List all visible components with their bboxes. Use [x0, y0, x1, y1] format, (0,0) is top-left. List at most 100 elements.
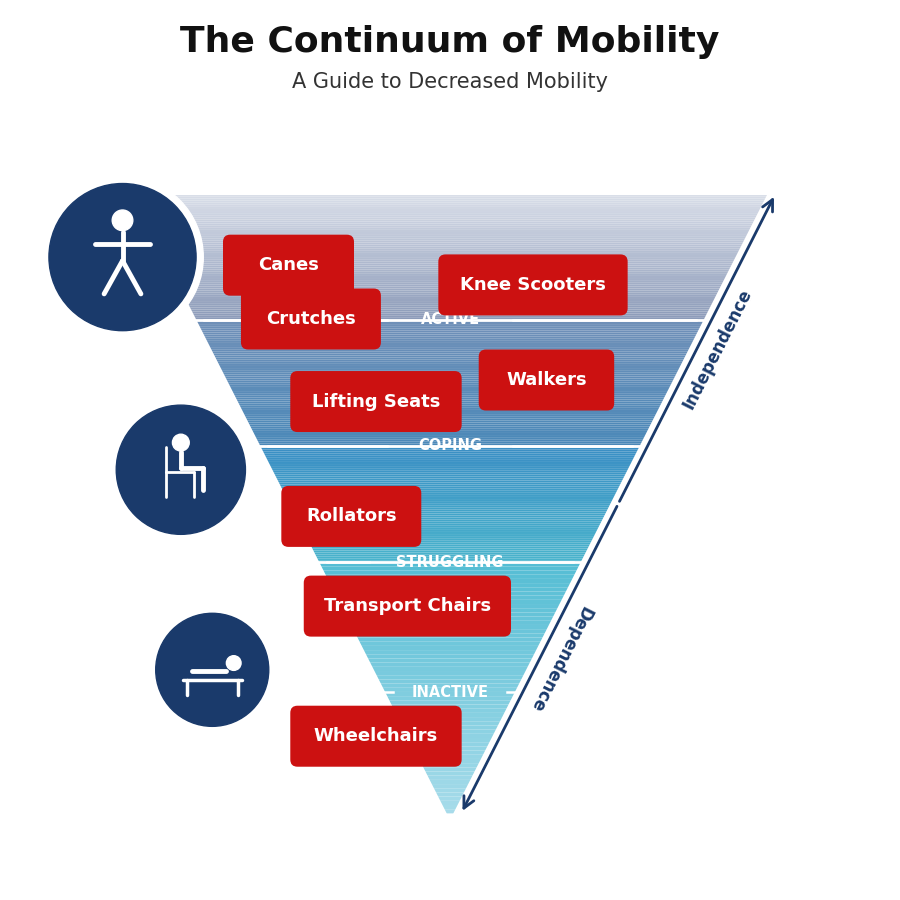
- Circle shape: [116, 405, 246, 535]
- Polygon shape: [194, 318, 706, 320]
- Polygon shape: [268, 463, 632, 465]
- Polygon shape: [250, 428, 650, 431]
- Text: Dependence: Dependence: [526, 603, 594, 715]
- Polygon shape: [180, 291, 720, 292]
- Polygon shape: [148, 226, 752, 228]
- Polygon shape: [314, 554, 586, 556]
- Polygon shape: [433, 788, 467, 792]
- Polygon shape: [382, 688, 518, 692]
- Circle shape: [41, 176, 203, 338]
- Polygon shape: [317, 560, 583, 562]
- Polygon shape: [374, 671, 526, 675]
- Polygon shape: [172, 274, 728, 276]
- Text: A Guide to Decreased Mobility: A Guide to Decreased Mobility: [292, 72, 608, 92]
- Polygon shape: [386, 696, 514, 700]
- Polygon shape: [160, 251, 740, 253]
- Polygon shape: [179, 289, 721, 291]
- Polygon shape: [231, 392, 669, 393]
- Polygon shape: [394, 713, 506, 717]
- Text: ACTIVE: ACTIVE: [420, 312, 480, 328]
- Polygon shape: [286, 500, 614, 502]
- Text: Rollators: Rollators: [306, 508, 397, 526]
- Polygon shape: [243, 414, 657, 416]
- Polygon shape: [292, 509, 608, 511]
- Polygon shape: [358, 642, 542, 646]
- Polygon shape: [304, 535, 596, 537]
- Polygon shape: [239, 408, 661, 410]
- Polygon shape: [156, 242, 744, 245]
- Polygon shape: [347, 621, 553, 625]
- Polygon shape: [338, 599, 562, 604]
- Polygon shape: [220, 370, 680, 373]
- Polygon shape: [147, 223, 753, 226]
- Polygon shape: [212, 351, 688, 354]
- Polygon shape: [150, 232, 750, 234]
- Polygon shape: [271, 469, 629, 471]
- Polygon shape: [248, 425, 652, 427]
- Polygon shape: [388, 700, 512, 705]
- Polygon shape: [143, 217, 757, 220]
- Polygon shape: [273, 472, 627, 474]
- Polygon shape: [405, 734, 495, 738]
- Polygon shape: [173, 276, 727, 278]
- Polygon shape: [212, 354, 688, 356]
- Polygon shape: [424, 771, 476, 776]
- Polygon shape: [274, 477, 626, 479]
- Polygon shape: [209, 347, 691, 349]
- Polygon shape: [154, 238, 746, 240]
- Polygon shape: [437, 796, 463, 801]
- Text: Crutches: Crutches: [266, 310, 356, 328]
- Polygon shape: [280, 486, 620, 489]
- Polygon shape: [144, 220, 756, 221]
- Polygon shape: [270, 467, 630, 469]
- Polygon shape: [435, 792, 465, 796]
- Polygon shape: [427, 776, 473, 780]
- Polygon shape: [301, 527, 599, 529]
- Polygon shape: [216, 362, 684, 364]
- Polygon shape: [297, 521, 603, 523]
- Polygon shape: [289, 504, 611, 506]
- FancyBboxPatch shape: [241, 289, 381, 349]
- Polygon shape: [203, 337, 697, 338]
- Polygon shape: [194, 316, 706, 318]
- Polygon shape: [191, 311, 709, 313]
- Text: STRUGGLING: STRUGGLING: [396, 554, 504, 570]
- Polygon shape: [157, 245, 743, 247]
- Polygon shape: [247, 420, 653, 422]
- Polygon shape: [300, 526, 600, 527]
- Polygon shape: [148, 228, 751, 230]
- Polygon shape: [261, 449, 639, 451]
- Polygon shape: [167, 266, 733, 267]
- Polygon shape: [224, 376, 676, 379]
- Polygon shape: [198, 326, 702, 328]
- Polygon shape: [230, 387, 670, 389]
- Polygon shape: [226, 381, 674, 382]
- Polygon shape: [178, 286, 722, 289]
- Polygon shape: [171, 272, 729, 274]
- Polygon shape: [159, 248, 741, 251]
- Polygon shape: [331, 588, 569, 591]
- Polygon shape: [136, 202, 764, 205]
- Polygon shape: [186, 303, 714, 305]
- FancyBboxPatch shape: [304, 576, 511, 636]
- Polygon shape: [237, 401, 663, 403]
- Polygon shape: [303, 533, 597, 535]
- Polygon shape: [411, 746, 489, 751]
- Polygon shape: [341, 608, 559, 612]
- Polygon shape: [223, 374, 677, 376]
- Polygon shape: [328, 583, 572, 588]
- Polygon shape: [221, 373, 679, 374]
- Polygon shape: [369, 662, 531, 667]
- Polygon shape: [161, 253, 739, 255]
- Polygon shape: [197, 324, 703, 326]
- Polygon shape: [275, 479, 625, 481]
- Polygon shape: [428, 780, 472, 784]
- Polygon shape: [279, 484, 621, 486]
- Polygon shape: [285, 498, 615, 500]
- Polygon shape: [155, 240, 745, 242]
- Polygon shape: [131, 194, 769, 196]
- Polygon shape: [269, 465, 631, 467]
- Polygon shape: [245, 418, 655, 420]
- Polygon shape: [344, 612, 556, 616]
- Polygon shape: [430, 784, 470, 788]
